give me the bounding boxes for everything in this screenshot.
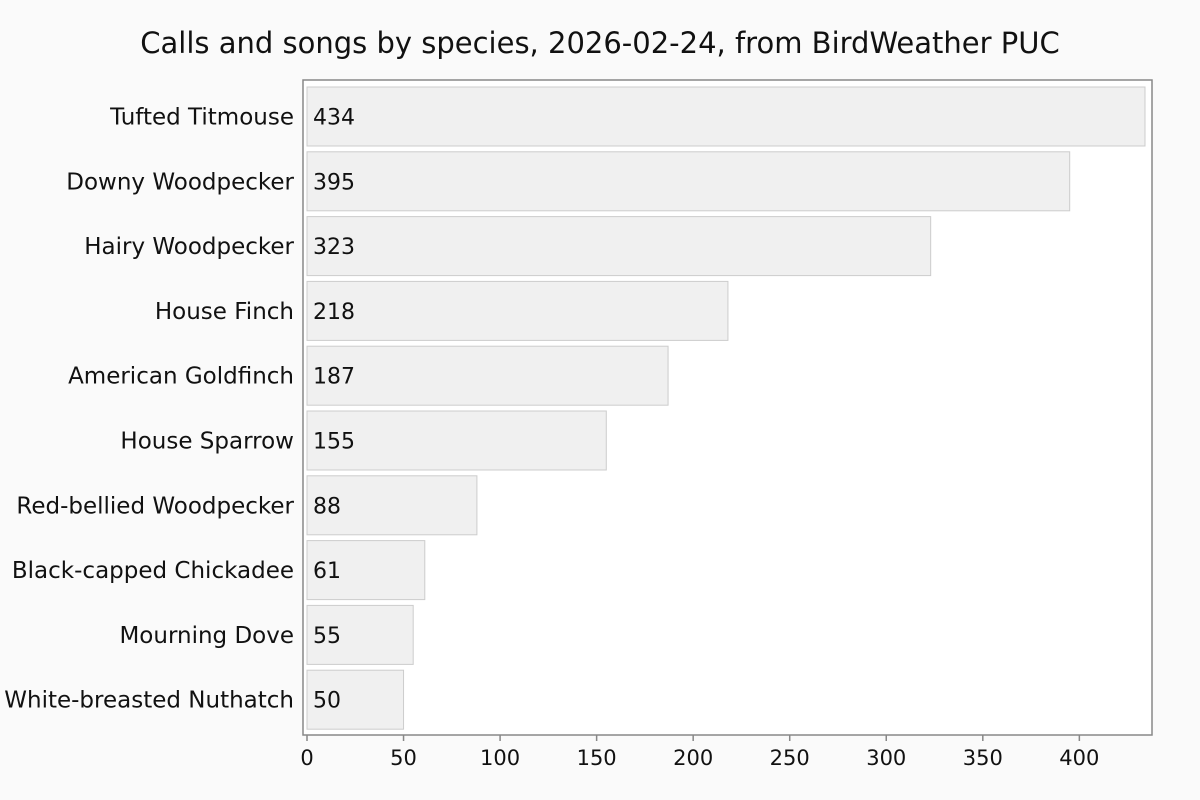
category-label: Downy Woodpecker <box>66 169 294 195</box>
x-tick-label: 0 <box>300 746 313 770</box>
category-label: White-breasted Nuthatch <box>4 688 294 714</box>
bar-value-label: 395 <box>313 170 355 195</box>
bar-value-label: 187 <box>313 365 355 390</box>
category-labels: Tufted Titmouse Downy Woodpecker Hairy Woo… <box>4 105 294 714</box>
bar <box>306 280 729 341</box>
x-tick-label: 150 <box>577 746 617 770</box>
category-label: Black-capped Chickadee <box>12 558 294 584</box>
bar <box>306 475 478 536</box>
bar-value-label: 55 <box>313 624 341 649</box>
bar <box>306 216 932 277</box>
x-axis-ticks: 0 50 100 150 200 250 300 350 400 <box>300 735 1099 770</box>
bar <box>306 669 405 730</box>
bar-value-label: 323 <box>313 235 355 260</box>
category-label: American Goldfinch <box>68 364 294 390</box>
category-label: Tufted Titmouse <box>109 105 294 131</box>
bar <box>306 151 1071 212</box>
bar <box>306 410 607 471</box>
bar-value-label: 61 <box>313 559 341 584</box>
x-tick-label: 250 <box>770 746 810 770</box>
bar-value-label: 50 <box>313 689 341 714</box>
bar-value-label: 218 <box>313 300 355 325</box>
category-label: Mourning Dove <box>119 623 294 649</box>
bar-value-label: 434 <box>313 106 355 131</box>
x-tick-label: 50 <box>390 746 417 770</box>
x-tick-label: 300 <box>866 746 906 770</box>
x-tick-label: 400 <box>1059 746 1099 770</box>
bar <box>306 604 414 665</box>
bar-value-label: 88 <box>313 494 341 519</box>
x-tick-label: 350 <box>963 746 1003 770</box>
category-label: House Sparrow <box>120 429 294 455</box>
chart-title: Calls and songs by species, 2026-02-24, … <box>140 26 1060 60</box>
x-tick-label: 200 <box>673 746 713 770</box>
category-label: Hairy Woodpecker <box>84 234 294 260</box>
category-label: Red-bellied Woodpecker <box>16 493 294 519</box>
bar <box>306 540 426 601</box>
bars-layer: 434 395 323 218 187 155 88 61 55 50 <box>306 86 1146 730</box>
bar-value-label: 155 <box>313 430 355 455</box>
category-label: House Finch <box>155 299 294 325</box>
bar <box>306 86 1146 147</box>
bar <box>306 345 669 406</box>
x-tick-label: 100 <box>480 746 520 770</box>
